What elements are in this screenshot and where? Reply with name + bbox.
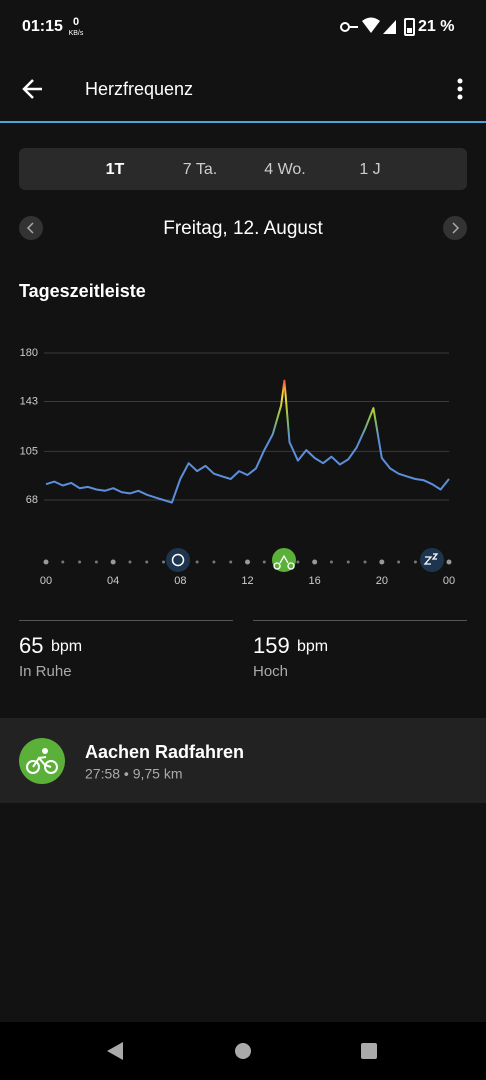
back-button[interactable] (22, 79, 42, 99)
nav-back[interactable] (107, 1042, 123, 1060)
timeline-dot (145, 560, 149, 564)
stat-unit: bpm (297, 638, 328, 655)
timeline-dot (128, 560, 132, 564)
divider (253, 620, 467, 621)
prev-day[interactable] (19, 216, 43, 240)
menu-button[interactable] (457, 78, 463, 100)
alarm-icon (166, 548, 190, 572)
timeline-dot (262, 560, 266, 564)
stat-value: 159 (253, 633, 290, 658)
timeline-dot (195, 560, 199, 564)
next-day[interactable] (443, 216, 467, 240)
timeline-dot (413, 560, 417, 564)
timeline-dot (212, 560, 216, 564)
stat-label: Hoch (253, 663, 288, 680)
timeline-dot (296, 560, 300, 564)
status-time: 01:15 (22, 18, 63, 35)
timeline-dot (329, 560, 333, 564)
x-tick-dot (245, 559, 250, 565)
x-tick-dot (446, 559, 452, 565)
y-tick-label: 105 (20, 445, 38, 457)
timeline-dot (363, 560, 367, 564)
date-label: Freitag, 12. August (163, 218, 323, 239)
timeline-dot (346, 560, 350, 564)
divider (0, 121, 486, 123)
timeline-dot (78, 560, 82, 564)
timeline-dot (61, 560, 65, 564)
x-tick-label: 12 (241, 575, 253, 587)
net-speed: 0 (73, 16, 79, 28)
y-tick-label: 180 (20, 347, 38, 359)
y-tick-label: 143 (20, 395, 38, 407)
chart: 68 105 143 180 00 04 08 12 16 20 00 (20, 347, 455, 587)
activity-title: Aachen Radfahren (85, 742, 244, 762)
tab[interactable]: 4 Wo. (264, 161, 306, 178)
sleep-icon (420, 548, 444, 572)
tab[interactable]: 1T (106, 161, 125, 178)
y-tick-label: 68 (26, 494, 38, 506)
status-icons (340, 17, 415, 36)
activity-details: 27:58 • 9,75 km (85, 766, 183, 782)
bike-marker (272, 548, 296, 572)
bike-glyph (273, 554, 295, 570)
timeline-dot (397, 560, 401, 564)
timeline-dot (94, 560, 98, 564)
timeline-dot (162, 560, 166, 564)
x-tick-dot (110, 559, 116, 565)
tab-bar (19, 148, 467, 190)
x-tick-label: 16 (309, 575, 321, 587)
nav-recents[interactable] (361, 1043, 377, 1059)
sleep-glyph (423, 553, 439, 565)
stat-unit: bpm (51, 638, 82, 655)
page-title: Herzfrequenz (85, 79, 193, 99)
bike-icon (26, 748, 58, 774)
battery-level: 21 % (418, 18, 454, 35)
section-title: Tageszeitleiste (19, 281, 146, 301)
timeline-dot (229, 560, 233, 564)
divider (19, 620, 233, 621)
heart-rate-line (45, 379, 450, 504)
net-unit: KB/s (69, 30, 84, 37)
x-tick-label: 00 (443, 575, 455, 587)
tab[interactable]: 7 Ta. (183, 161, 217, 178)
activity-card[interactable] (0, 718, 486, 803)
x-tick-label: 04 (107, 575, 119, 587)
nav-home[interactable] (235, 1043, 251, 1059)
x-tick-label: 20 (376, 575, 388, 587)
tab[interactable]: 1 J (359, 161, 380, 178)
x-tick-dot (43, 559, 49, 565)
timeline (61, 548, 444, 572)
x-tick-label: 00 (40, 575, 52, 587)
stat-value: 65 (19, 633, 43, 658)
x-tick-label: 08 (174, 575, 186, 587)
x-tick-dot (312, 559, 318, 565)
alarm-face (171, 553, 185, 567)
x-tick-dot (379, 559, 385, 565)
stat-label: In Ruhe (19, 663, 72, 680)
